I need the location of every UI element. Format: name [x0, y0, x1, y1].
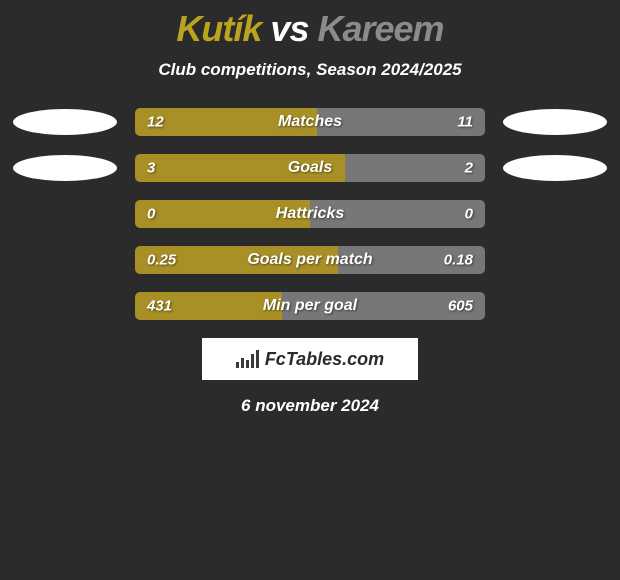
chart-icon [236, 350, 259, 368]
date-label: 6 november 2024 [0, 396, 620, 416]
stat-value-left: 0.25 [147, 252, 176, 269]
stat-label: Matches [278, 113, 342, 131]
avatar-slot-left [5, 155, 125, 181]
stats-container: 12 11 Matches 3 2 Goals 0 0 Hattricks 0.25 0.18 Goa… [0, 108, 620, 320]
stat-row: 0.25 0.18 Goals per match [0, 246, 620, 274]
stat-label: Goals [288, 159, 332, 177]
stat-bar: 431 605 Min per goal [135, 292, 485, 320]
avatar-slot-left [5, 109, 125, 135]
player2-name: Kareem [317, 8, 443, 49]
stat-value-right: 11 [457, 114, 473, 131]
stat-bar: 12 11 Matches [135, 108, 485, 136]
stat-label: Hattricks [276, 205, 344, 223]
player2-avatar [503, 109, 607, 135]
player1-name: Kutík [176, 8, 261, 49]
stat-row: 0 0 Hattricks [0, 200, 620, 228]
stat-value-left: 0 [147, 206, 155, 223]
stat-value-right: 2 [465, 160, 473, 177]
brand-text: FcTables.com [265, 349, 384, 370]
stat-value-left: 12 [147, 114, 164, 131]
stat-value-left: 431 [147, 298, 172, 315]
avatar-slot-right [495, 109, 615, 135]
stat-label: Min per goal [263, 297, 357, 315]
subtitle: Club competitions, Season 2024/2025 [0, 60, 620, 80]
stat-row: 3 2 Goals [0, 154, 620, 182]
stat-row: 12 11 Matches [0, 108, 620, 136]
player2-avatar [503, 155, 607, 181]
comparison-title: Kutík vs Kareem [0, 0, 620, 52]
stat-label: Goals per match [247, 251, 372, 269]
stat-value-right: 0 [465, 206, 473, 223]
avatar-slot-right [495, 155, 615, 181]
stat-value-right: 0.18 [444, 252, 473, 269]
vs-label: vs [270, 8, 308, 49]
stat-bar: 3 2 Goals [135, 154, 485, 182]
brand-logo: FcTables.com [202, 338, 418, 380]
player1-avatar [13, 155, 117, 181]
player1-avatar [13, 109, 117, 135]
stat-bar: 0 0 Hattricks [135, 200, 485, 228]
stat-value-left: 3 [147, 160, 155, 177]
stat-row: 431 605 Min per goal [0, 292, 620, 320]
stat-value-right: 605 [448, 298, 473, 315]
stat-bar: 0.25 0.18 Goals per match [135, 246, 485, 274]
